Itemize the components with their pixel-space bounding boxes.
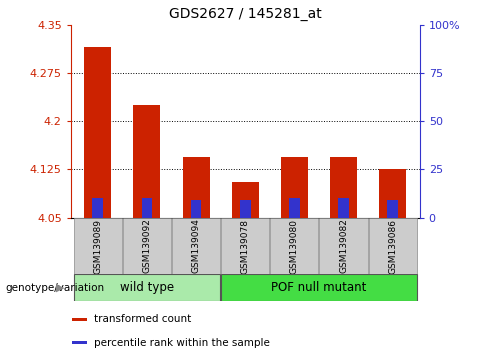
Text: GSM139089: GSM139089 xyxy=(93,218,102,274)
Bar xyxy=(172,218,220,274)
Bar xyxy=(72,318,87,321)
Bar xyxy=(74,274,220,301)
Bar xyxy=(221,274,417,301)
Text: GSM139094: GSM139094 xyxy=(192,218,201,274)
Bar xyxy=(320,218,367,274)
Text: GSM139086: GSM139086 xyxy=(388,218,397,274)
Bar xyxy=(289,198,300,218)
Bar xyxy=(368,218,417,274)
Bar xyxy=(191,200,202,218)
Text: wild type: wild type xyxy=(120,281,174,294)
Text: GSM139080: GSM139080 xyxy=(290,218,299,274)
Bar xyxy=(123,218,171,274)
Text: GSM139092: GSM139092 xyxy=(142,218,151,274)
Bar xyxy=(232,182,259,218)
Bar xyxy=(74,218,122,274)
Bar xyxy=(92,198,103,218)
Bar xyxy=(183,156,209,218)
Bar xyxy=(240,200,251,218)
Bar xyxy=(387,200,398,218)
Text: POF null mutant: POF null mutant xyxy=(271,281,366,294)
Bar xyxy=(379,170,406,218)
Bar xyxy=(84,47,111,218)
Title: GDS2627 / 145281_at: GDS2627 / 145281_at xyxy=(169,7,322,21)
Bar xyxy=(270,218,319,274)
Text: GSM139078: GSM139078 xyxy=(241,218,250,274)
Text: GSM139082: GSM139082 xyxy=(339,218,348,274)
Bar xyxy=(72,341,87,344)
Bar xyxy=(338,198,349,218)
Text: percentile rank within the sample: percentile rank within the sample xyxy=(94,338,270,348)
Text: transformed count: transformed count xyxy=(94,314,192,324)
Bar xyxy=(281,156,308,218)
Bar xyxy=(221,218,269,274)
Text: genotype/variation: genotype/variation xyxy=(5,282,104,293)
Text: ▶: ▶ xyxy=(56,282,64,293)
Bar xyxy=(330,156,357,218)
Bar xyxy=(133,105,161,218)
Bar xyxy=(142,198,152,218)
